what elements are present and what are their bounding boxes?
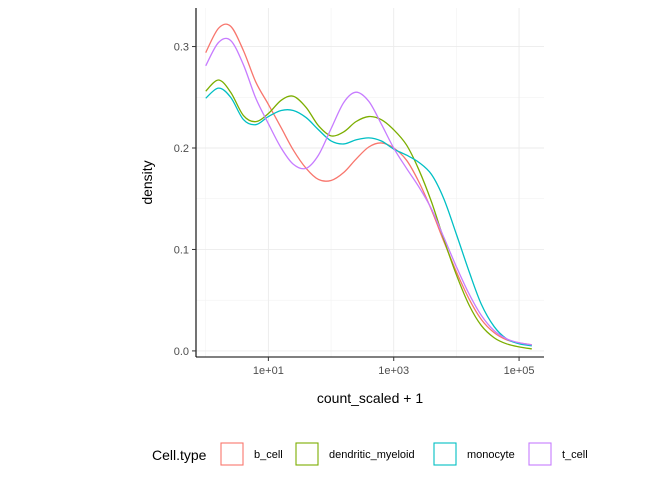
- ticks: 1e+01 1e+03 1e+05 0.0 0.1 0.2 0.3: [174, 42, 535, 377]
- legend-key-dendritic_myeloid: [295, 442, 319, 466]
- y-tick-label: 0.1: [174, 244, 189, 256]
- y-axis-title: density: [139, 160, 155, 204]
- axes: [195, 8, 544, 358]
- series-line-monocyte: [205, 87, 532, 347]
- y-tick-label: 0.0: [174, 346, 189, 358]
- legend-key-b_cell: [220, 442, 244, 466]
- legend-key-t_cell: [528, 442, 552, 466]
- x-tick-label: 1e+01: [253, 365, 284, 377]
- series-lines: [205, 23, 532, 350]
- legend-title: Cell.type: [152, 447, 207, 463]
- legend-label-t_cell: t_cell: [562, 449, 588, 461]
- series-line-t_cell: [205, 37, 532, 346]
- legend-label-monocyte: monocyte: [467, 449, 515, 461]
- x-tick-label: 1e+05: [504, 365, 535, 377]
- x-axis-title: count_scaled + 1: [317, 390, 423, 406]
- y-tick-label: 0.3: [174, 42, 189, 54]
- legend-label-dendritic_myeloid: dendritic_myeloid: [329, 449, 415, 461]
- series-line-dendritic_myeloid: [205, 79, 532, 350]
- y-tick-label: 0.2: [174, 143, 189, 155]
- legend: Cell.type b_cell dendritic_myeloid monocyt…: [152, 442, 588, 466]
- legend-key-monocyte: [433, 442, 457, 466]
- x-tick-label: 1e+03: [378, 365, 409, 377]
- grid-lines: [196, 8, 544, 357]
- legend-label-b_cell: b_cell: [254, 449, 283, 461]
- series-line-b_cell: [205, 23, 532, 346]
